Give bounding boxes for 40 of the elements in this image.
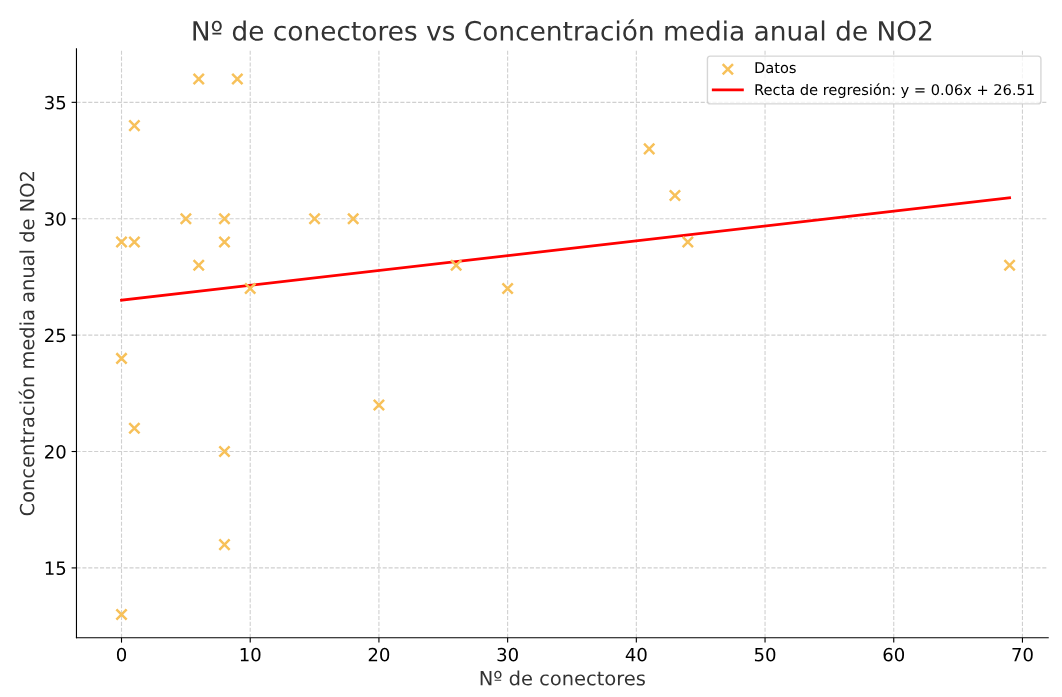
legend-label: Datos — [755, 62, 796, 74]
x-axis-title: Nº de conectores — [480, 670, 645, 686]
point — [230, 72, 244, 86]
point — [218, 212, 231, 226]
point — [127, 119, 141, 133]
point — [218, 445, 231, 458]
x-tick-label: 70 — [1012, 647, 1033, 662]
point — [1003, 258, 1016, 272]
x-tick-label: 20 — [368, 647, 390, 662]
point — [179, 212, 193, 226]
point — [642, 142, 656, 156]
point — [372, 398, 386, 412]
point — [127, 421, 141, 435]
x-tick-label: 40 — [625, 647, 647, 662]
x-tick-label: 50 — [754, 647, 776, 662]
point — [192, 72, 206, 86]
point — [308, 212, 321, 226]
y-tick-label: 15 — [45, 561, 66, 576]
point — [115, 608, 128, 621]
x-tick-label: 0 — [116, 647, 127, 662]
point — [668, 189, 682, 202]
point — [501, 282, 515, 295]
x-tick-label: 30 — [497, 647, 518, 662]
legend-label: Recta de regresión: y = 0.06x + 26.51 — [755, 83, 1034, 99]
x-tick-label: 60 — [883, 647, 905, 662]
point — [243, 282, 257, 295]
point — [346, 212, 360, 226]
y-tick-label: 35 — [45, 95, 66, 110]
x-tick-label: 10 — [240, 647, 261, 662]
point — [115, 352, 128, 365]
point — [218, 538, 231, 552]
y-tick-label: 30 — [45, 212, 66, 226]
y-tick-label: 20 — [45, 444, 66, 459]
chart-title: Nº de conectores vs Concentración media anual de NO2 — [193, 19, 932, 41]
point — [681, 235, 695, 249]
point — [449, 258, 463, 272]
point — [192, 258, 206, 272]
y-axis-title: Concentración media anual de NO2 — [18, 172, 35, 516]
point — [218, 235, 231, 249]
y-tick-label: 25 — [45, 328, 66, 343]
